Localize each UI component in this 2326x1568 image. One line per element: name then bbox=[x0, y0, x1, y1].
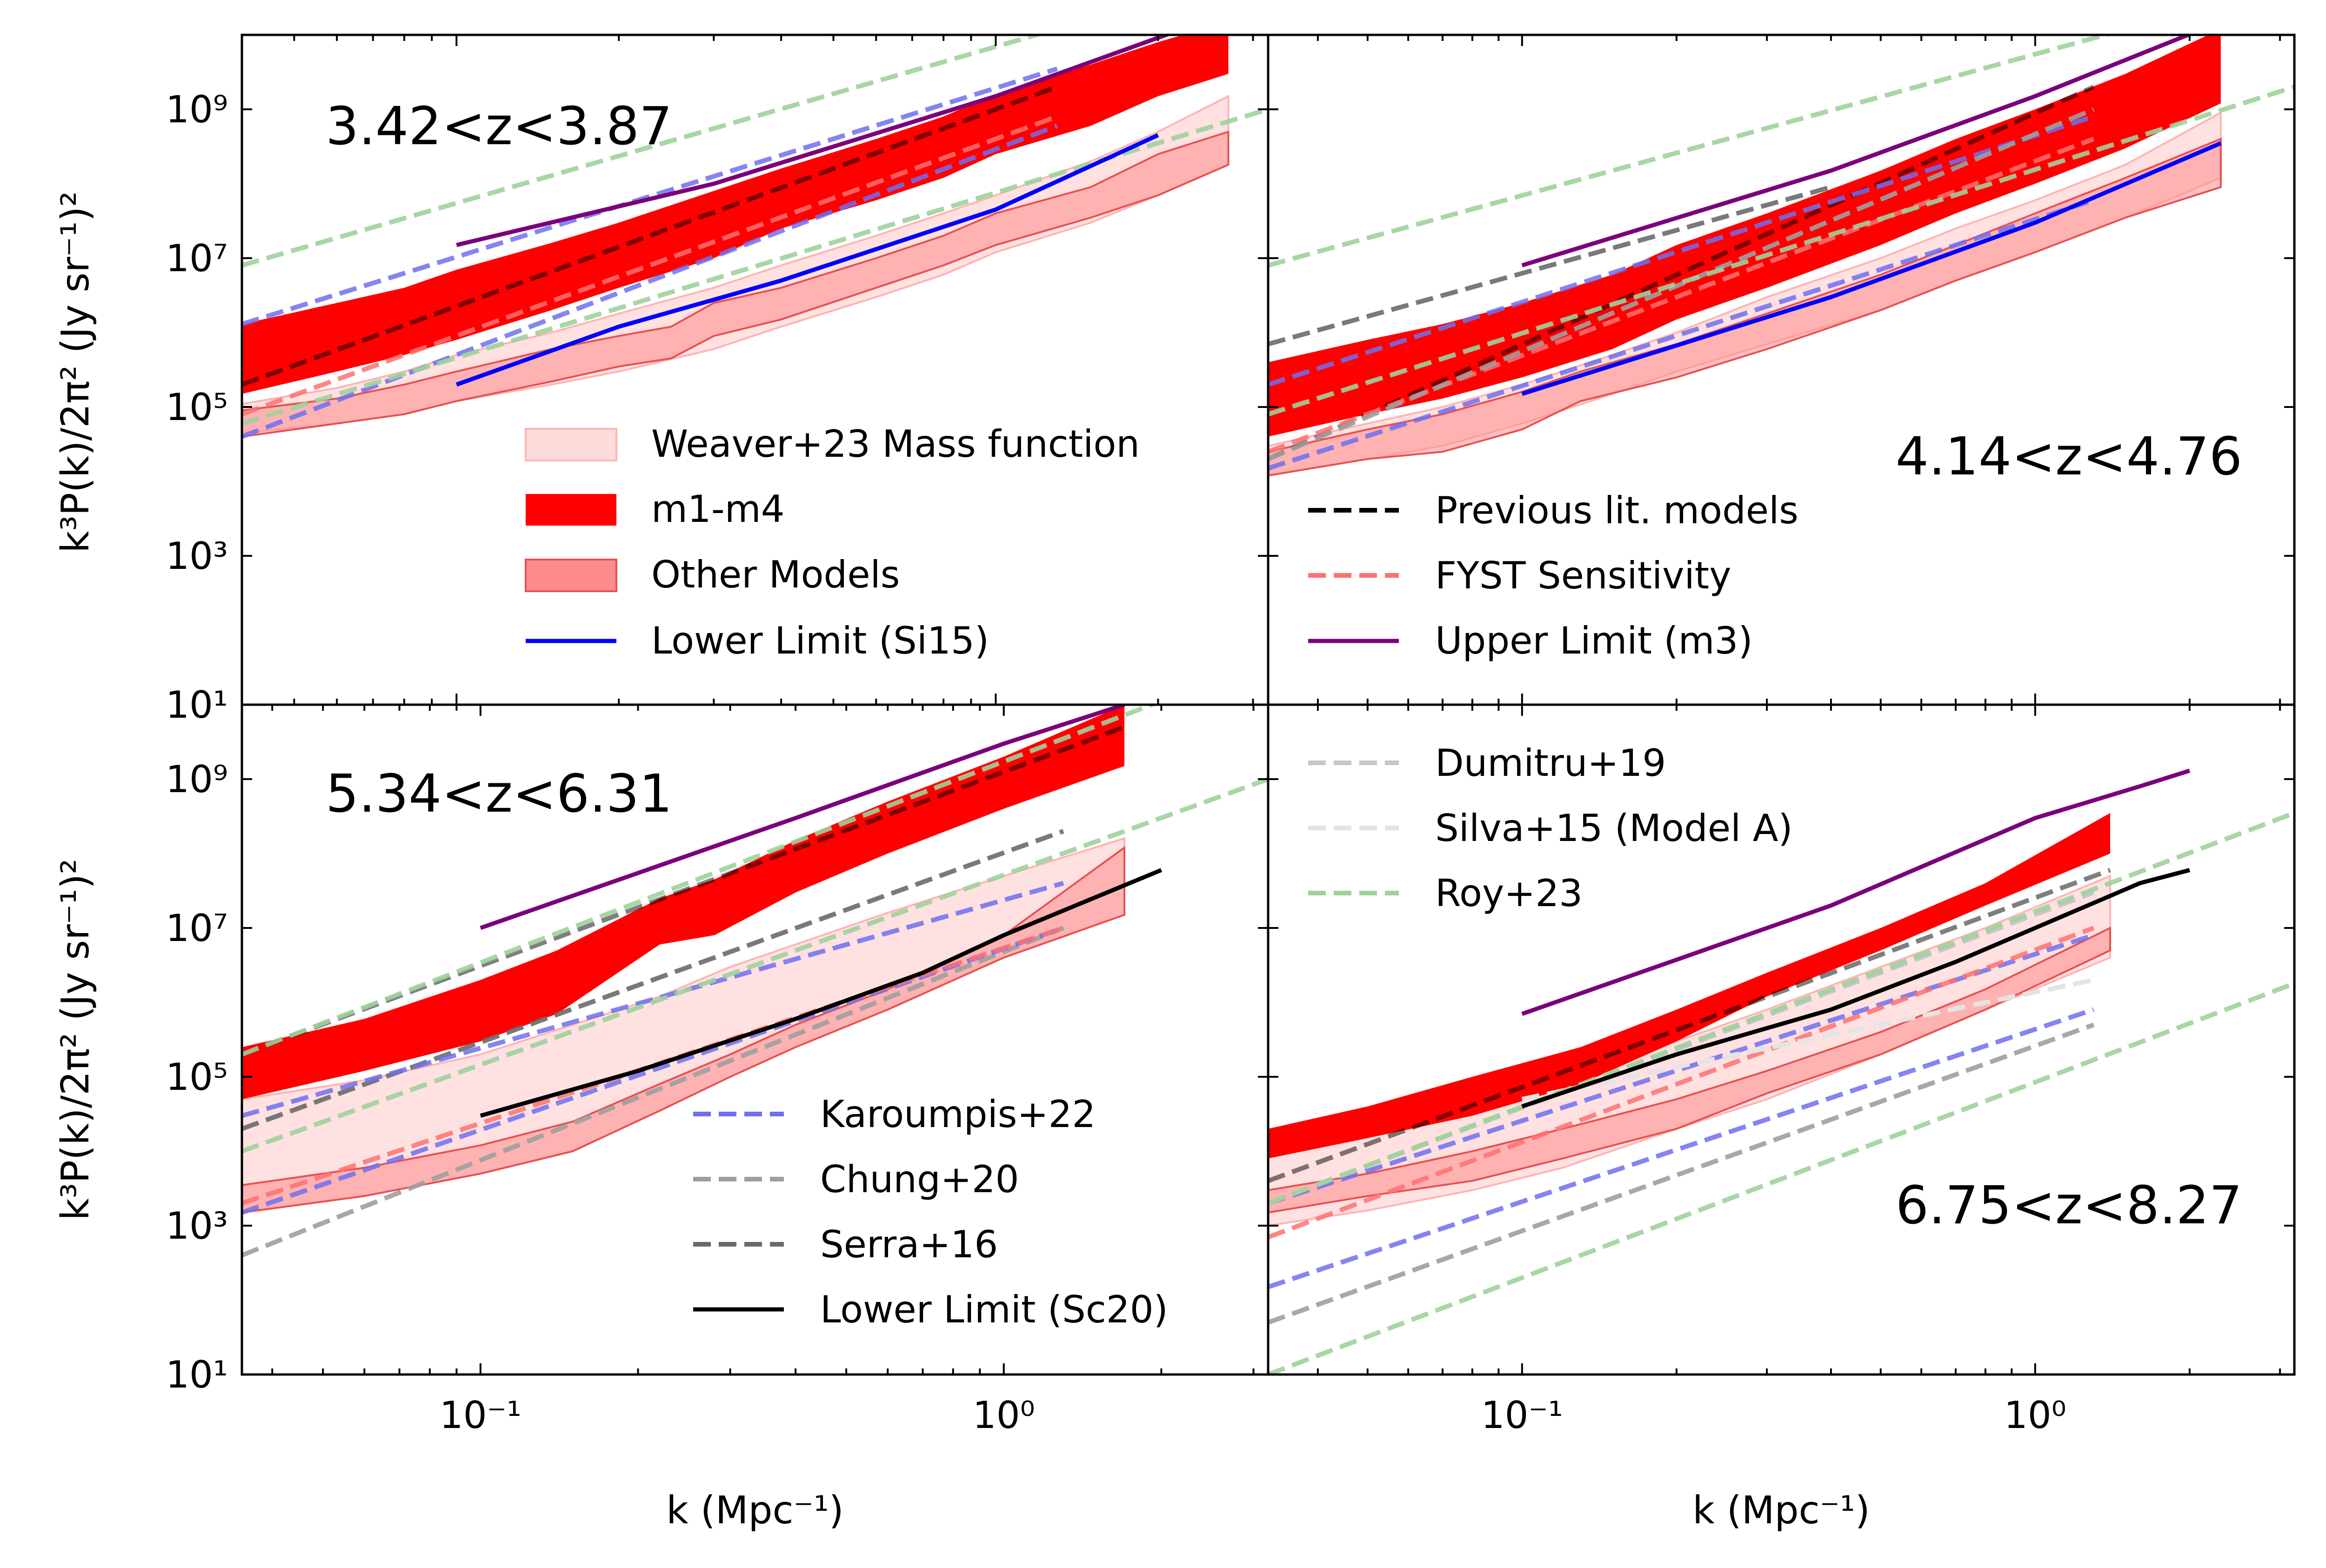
y-tick-label: 10⁵ bbox=[166, 1055, 228, 1099]
panel-top-right: 4.14<z<4.76 bbox=[1267, 33, 2296, 706]
series-lower_si15 bbox=[455, 133, 1159, 387]
series-chung bbox=[1268, 107, 2095, 461]
x-tick-label: 10⁻¹ bbox=[440, 1394, 521, 1437]
series-lower_sc20 bbox=[480, 868, 1163, 1118]
y-tick-label: 10⁷ bbox=[166, 237, 228, 280]
series-chung bbox=[1268, 1022, 2095, 1325]
y-tick-label: 10⁹ bbox=[166, 88, 228, 131]
legend-b: Previous lit. models FYST Sensitivity Up… bbox=[1308, 489, 1798, 662]
panel-top-left: 10¹ 10³ 10⁵ 10⁷ 10⁹ 3.42<z<3.87 bbox=[166, 33, 1270, 727]
legend-swatch-other bbox=[525, 559, 617, 592]
redshift-label: 4.14<z<4.76 bbox=[1896, 427, 2242, 487]
x-tick-label: 10⁰ bbox=[973, 1394, 1035, 1437]
series-karoumpis bbox=[1268, 114, 2095, 387]
y-tick-label: 10⁵ bbox=[166, 386, 228, 429]
legend-d: Dumitru+19 Silva+15 (Model A) Roy+23 bbox=[1308, 741, 1793, 915]
band-other bbox=[242, 130, 1230, 438]
series-roy bbox=[242, 705, 1158, 1057]
plot-area bbox=[1268, 35, 2294, 477]
y-axis-label-top: k³P(k)/2π² (Jy sr⁻¹)² bbox=[53, 191, 98, 553]
series-roy bbox=[1268, 811, 2294, 1206]
series-karoumpis bbox=[242, 881, 1064, 1118]
legend-label-prev: Previous lit. models bbox=[1435, 489, 1798, 532]
series-serra bbox=[242, 829, 1064, 1131]
series-upper bbox=[480, 705, 1125, 930]
legend-label-upper: Upper Limit (m3) bbox=[1435, 619, 1753, 662]
redshift-label: 5.34<z<6.31 bbox=[326, 764, 672, 824]
legend-label-fyst: FYST Sensitivity bbox=[1435, 554, 1731, 597]
legend-label-other: Other Models bbox=[651, 553, 900, 596]
x-tick-label: 10⁻¹ bbox=[1481, 1394, 1563, 1437]
plot-area bbox=[242, 705, 1268, 1258]
legend-swatch-weaver bbox=[525, 428, 617, 461]
legend-swatch-m1m4 bbox=[526, 494, 616, 526]
series-karoumpis bbox=[1268, 198, 2095, 471]
series-upper bbox=[1521, 768, 2191, 1016]
redshift-label: 6.75<z<8.27 bbox=[1896, 1175, 2242, 1236]
band-other bbox=[1268, 137, 2222, 477]
series-fyst bbox=[1268, 926, 2095, 1240]
series-upper bbox=[456, 35, 1172, 247]
series-roy bbox=[1268, 85, 2294, 417]
panel-bottom-left: 10¹ 10³ 10⁵ 10⁷ 10⁹ 10⁻¹ 10⁰ 5.34<z<6.31 bbox=[166, 703, 1270, 1437]
series-fyst bbox=[242, 926, 1064, 1206]
panel-bottom-right: 10⁻¹ 10⁰ 6.75<z<8.27 bbox=[1267, 703, 2296, 1437]
y-tick-label: 10³ bbox=[166, 534, 228, 578]
y-tick-label: 10⁷ bbox=[166, 907, 228, 950]
legend-label-lower-si15: Lower Limit (Si15) bbox=[651, 619, 989, 662]
legend-a: Weaver+23 Mass function m1-m4 Other Mode… bbox=[525, 422, 1140, 662]
legend-label-silva: Silva+15 (Model A) bbox=[1435, 807, 1793, 850]
y-axis-label-bottom: k³P(k)/2π² (Jy sr⁻¹)² bbox=[53, 859, 98, 1221]
legend-label-chung: Chung+20 bbox=[820, 1158, 1019, 1201]
x-tick-label: 10⁰ bbox=[2004, 1394, 2066, 1437]
panel-frame bbox=[1267, 703, 2296, 1376]
series-karoumpis bbox=[242, 67, 1058, 327]
series-silva bbox=[1521, 977, 2094, 1102]
x-axis-label-left: k (Mpc⁻¹) bbox=[666, 1488, 844, 1533]
legend-label-m1m4: m1-m4 bbox=[651, 487, 785, 531]
series-fyst bbox=[1268, 137, 2095, 454]
series-roy bbox=[242, 777, 1268, 1154]
series-chung bbox=[242, 926, 1064, 1258]
band-m1m4 bbox=[1268, 813, 2110, 1159]
series-prev bbox=[242, 85, 1058, 387]
y-tick-label: 10¹ bbox=[166, 683, 228, 727]
series-prev bbox=[1268, 867, 2111, 1183]
legend-label-serra: Serra+16 bbox=[820, 1223, 998, 1266]
y-tick-label: 10¹ bbox=[166, 1353, 228, 1396]
y-tick-label: 10³ bbox=[166, 1204, 228, 1248]
x-axis-label-right: k (Mpc⁻¹) bbox=[1692, 1488, 1870, 1533]
series-roy bbox=[1268, 981, 2294, 1375]
legend-label-roy: Roy+23 bbox=[1435, 872, 1583, 915]
series-karoumpis bbox=[1268, 933, 2095, 1206]
legend-label-weaver: Weaver+23 Mass function bbox=[651, 422, 1140, 466]
band-m1m4 bbox=[242, 35, 1229, 394]
series-lower_si15 bbox=[1521, 141, 2222, 396]
series-prev bbox=[1268, 85, 2095, 461]
redshift-label: 3.42<z<3.87 bbox=[326, 96, 672, 157]
y-tick-label: 10⁹ bbox=[166, 758, 228, 801]
plot-area bbox=[242, 35, 1268, 439]
band-m1m4 bbox=[242, 705, 1124, 1100]
series-upper bbox=[1521, 35, 2194, 267]
series-karoumpis bbox=[1268, 1007, 2095, 1289]
legend-c: Karoumpis+22 Chung+20 Serra+16 Lower Lim… bbox=[693, 1093, 1168, 1331]
legend-label-lower-sc20: Lower Limit (Sc20) bbox=[820, 1288, 1168, 1331]
plot-area bbox=[1268, 768, 2294, 1375]
series-karoumpis bbox=[242, 123, 1058, 439]
legend-label-dumitru: Dumitru+19 bbox=[1435, 741, 1666, 785]
legend-label-karoumpis: Karoumpis+22 bbox=[820, 1093, 1096, 1136]
series-fyst bbox=[242, 114, 1058, 417]
series-lower_sc20 bbox=[1521, 868, 2191, 1108]
series-serra bbox=[1268, 185, 1832, 347]
